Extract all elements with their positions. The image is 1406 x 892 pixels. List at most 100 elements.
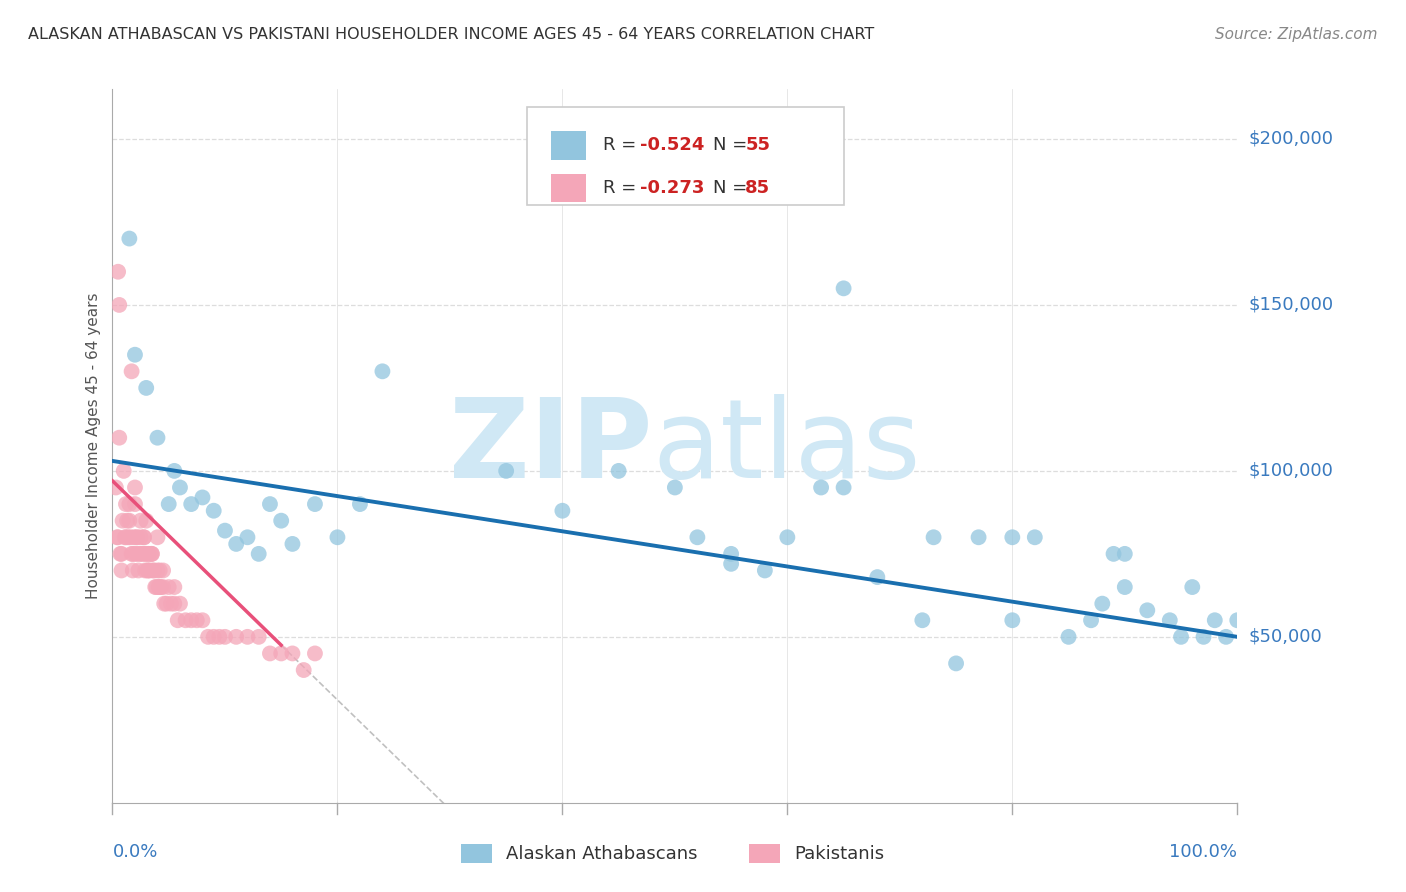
Text: Pakistanis: Pakistanis	[794, 845, 884, 863]
Point	[169, 481, 191, 495]
Point	[208, 630, 231, 644]
Point	[121, 564, 143, 578]
Text: 100.0%: 100.0%	[1170, 843, 1237, 861]
Point	[281, 537, 304, 551]
Point	[149, 580, 172, 594]
Point	[166, 613, 188, 627]
Point	[121, 547, 143, 561]
Point	[149, 580, 172, 594]
Point	[1170, 630, 1192, 644]
Point	[810, 481, 832, 495]
Point	[1057, 630, 1080, 644]
Point	[197, 630, 219, 644]
Point	[146, 564, 169, 578]
Point	[1080, 613, 1102, 627]
Point	[1102, 547, 1125, 561]
Point	[945, 657, 967, 671]
Point	[1181, 580, 1204, 594]
Point	[281, 647, 304, 661]
Point	[115, 514, 138, 528]
Point	[236, 530, 259, 544]
Point	[832, 481, 855, 495]
Point	[1001, 613, 1024, 627]
Point	[115, 497, 138, 511]
Point	[152, 580, 174, 594]
Text: 85: 85	[745, 179, 770, 197]
Point	[110, 547, 132, 561]
Point	[163, 580, 186, 594]
Point	[122, 530, 145, 544]
Point	[121, 547, 143, 561]
Text: $50,000: $50,000	[1249, 628, 1322, 646]
Point	[138, 564, 160, 578]
Text: N =: N =	[713, 179, 752, 197]
Point	[1204, 613, 1226, 627]
Point	[225, 630, 247, 644]
Point	[180, 497, 202, 511]
Point	[105, 530, 128, 544]
Point	[121, 364, 143, 378]
Text: 55: 55	[745, 136, 770, 154]
Point	[134, 564, 156, 578]
Point	[127, 530, 149, 544]
Text: $100,000: $100,000	[1249, 462, 1333, 480]
Point	[110, 547, 132, 561]
Point	[127, 547, 149, 561]
Point	[191, 491, 214, 505]
Point	[911, 613, 934, 627]
Text: $150,000: $150,000	[1249, 296, 1333, 314]
Point	[138, 547, 160, 561]
Point	[135, 381, 157, 395]
Point	[124, 348, 146, 362]
Point	[225, 537, 247, 551]
Point	[163, 464, 186, 478]
Text: -0.524: -0.524	[640, 136, 704, 154]
Point	[202, 630, 225, 644]
Point	[157, 497, 180, 511]
Point	[127, 564, 149, 578]
Point	[141, 547, 163, 561]
Point	[152, 564, 174, 578]
Point	[304, 497, 326, 511]
Point	[371, 364, 394, 378]
Point	[247, 547, 270, 561]
Point	[304, 647, 326, 661]
Point	[118, 514, 141, 528]
Point	[160, 597, 183, 611]
Point	[146, 530, 169, 544]
Point	[129, 514, 152, 528]
Point	[107, 265, 129, 279]
Point	[1226, 613, 1249, 627]
Point	[135, 514, 157, 528]
Point	[135, 547, 157, 561]
Point	[115, 530, 138, 544]
Point	[145, 580, 167, 594]
Text: atlas: atlas	[652, 394, 921, 501]
Point	[138, 564, 160, 578]
Point	[1114, 580, 1136, 594]
Point	[1024, 530, 1046, 544]
Point	[866, 570, 889, 584]
Point	[104, 481, 127, 495]
Point	[202, 504, 225, 518]
Point	[686, 530, 709, 544]
Point	[128, 547, 150, 561]
Point	[776, 530, 799, 544]
Point	[1114, 547, 1136, 561]
Point	[132, 547, 155, 561]
Point	[118, 231, 141, 245]
Point	[247, 630, 270, 644]
Point	[186, 613, 208, 627]
Point	[108, 431, 131, 445]
Point	[146, 431, 169, 445]
Point	[124, 481, 146, 495]
Point	[169, 597, 191, 611]
Point	[163, 597, 186, 611]
Text: R =: R =	[603, 179, 643, 197]
Point	[135, 547, 157, 561]
Point	[124, 497, 146, 511]
Point	[139, 547, 162, 561]
Text: Source: ZipAtlas.com: Source: ZipAtlas.com	[1215, 27, 1378, 42]
Point	[132, 530, 155, 544]
Point	[214, 524, 236, 538]
